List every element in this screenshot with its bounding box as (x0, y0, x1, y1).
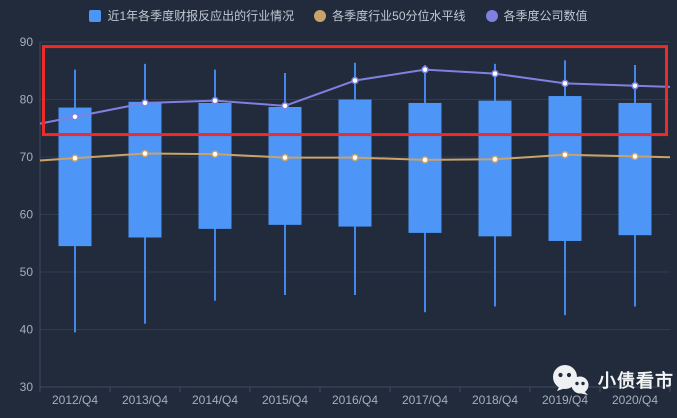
data-point (561, 150, 569, 159)
x-axis-label: 2019/Q4 (542, 393, 588, 407)
candle-box (58, 107, 92, 247)
candle-box (128, 101, 162, 238)
candle-box (408, 102, 442, 233)
data-point (141, 149, 149, 158)
x-axis-label: 2013/Q4 (122, 393, 168, 407)
legend-label: 近1年各季度财报反应出的行业情况 (107, 9, 295, 23)
x-axis-label: 2016/Q4 (332, 393, 378, 407)
highlight-rectangle (42, 45, 668, 137)
data-point (491, 69, 499, 78)
data-point (421, 65, 429, 74)
chart-legend: 近1年各季度财报反应出的行业情况 各季度行业50分位水平线 各季度公司数值 (0, 7, 677, 25)
legend-item-company-line[interactable]: 各季度公司数值 (485, 9, 588, 23)
x-axis-label: 2018/Q4 (472, 393, 518, 407)
x-axis-label: 2015/Q4 (262, 393, 308, 407)
y-axis-label: 50 (20, 265, 34, 279)
data-point (71, 113, 79, 121)
legend-label: 各季度公司数值 (503, 9, 588, 23)
x-axis-label: 2020/Q4 (612, 393, 658, 407)
data-point (631, 152, 639, 161)
legend-circle-icon (485, 10, 498, 22)
x-axis-label: 2017/Q4 (402, 393, 448, 407)
data-point (211, 150, 219, 158)
data-point (281, 102, 289, 110)
data-point (71, 154, 79, 162)
legend-label: 各季度行业50分位水平线 (332, 9, 466, 23)
candle-box (268, 106, 302, 225)
y-axis-label: 30 (20, 380, 34, 394)
x-axis-label: 2014/Q4 (192, 393, 238, 407)
candle-box (478, 100, 512, 237)
x-axis-label: 2012/Q4 (52, 393, 98, 407)
candle-box (198, 102, 232, 229)
data-point (351, 153, 359, 162)
y-axis-label: 70 (20, 150, 34, 164)
y-axis-label: 60 (20, 208, 34, 222)
data-point (211, 96, 219, 105)
data-point (141, 99, 149, 107)
y-axis-label: 80 (20, 93, 34, 107)
y-axis-label: 90 (20, 35, 34, 49)
candle-box (618, 102, 652, 236)
legend-square-icon (89, 10, 102, 22)
y-axis-label: 40 (20, 323, 34, 337)
data-point (351, 76, 359, 85)
candle-box (548, 96, 582, 241)
data-point (561, 79, 569, 88)
data-point (491, 155, 499, 164)
data-point (421, 156, 429, 164)
data-point (281, 153, 289, 162)
legend-circle-icon (314, 10, 327, 22)
legend-item-median-line[interactable]: 各季度行业50分位水平线 (314, 9, 466, 23)
candle-box (338, 99, 372, 227)
data-point (631, 81, 639, 90)
legend-item-industry-box[interactable]: 近1年各季度财报反应出的行业情况 (89, 9, 294, 23)
